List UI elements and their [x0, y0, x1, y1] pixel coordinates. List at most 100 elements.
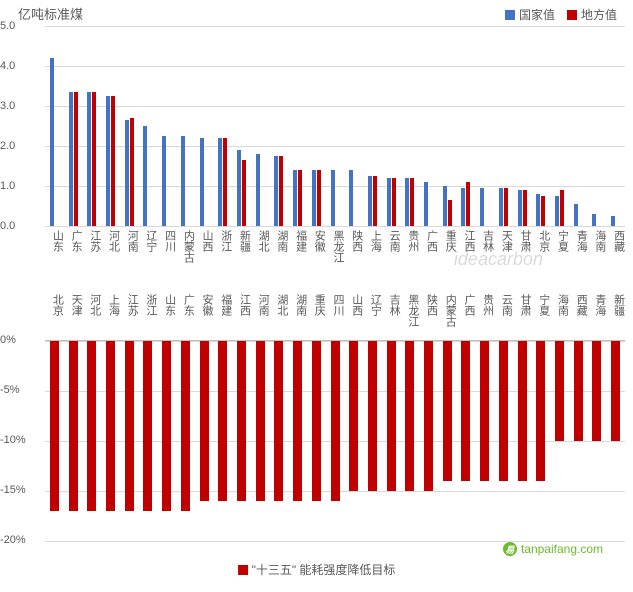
bar-national: [274, 156, 278, 226]
x-category: 辽宁: [367, 294, 383, 316]
chart2-legend: "十三五" 能耗强度降低目标: [238, 561, 396, 578]
chart1-plot: [45, 26, 625, 227]
x-category: 云南: [498, 294, 514, 316]
bar-national: [143, 126, 147, 226]
x-category: 上海: [367, 230, 383, 252]
x-category: 贵州: [405, 230, 421, 252]
bar-local: [466, 182, 470, 226]
x-category: 安徽: [311, 230, 327, 252]
x-category: 西藏: [611, 230, 627, 252]
x-category: 四川: [330, 294, 346, 316]
bar-local: [223, 138, 227, 226]
bar-national: [387, 178, 391, 226]
bar-target: [499, 341, 508, 481]
x-category: 福建: [293, 230, 309, 252]
bar-target: [256, 341, 265, 501]
bar-national: [256, 154, 260, 226]
bar-target: [293, 341, 302, 501]
bar-target: [274, 341, 283, 501]
x-category: 江苏: [87, 230, 103, 252]
x-category: 新疆: [611, 294, 627, 316]
x-category: 天津: [68, 294, 84, 316]
bar-target: [424, 341, 433, 491]
bar-target: [87, 341, 96, 511]
bar-target: [443, 341, 452, 481]
bar-local: [560, 190, 564, 226]
bar-local: [523, 190, 527, 226]
x-category: 贵州: [480, 294, 496, 316]
x-category: 福建: [218, 294, 234, 316]
bar-target: [69, 341, 78, 511]
bottom-chart: 0%-5%-10%-15%-20% 北京天津河北上海江苏浙江山东广东安徽福建江西…: [0, 290, 633, 580]
bar-local: [373, 176, 377, 226]
x-category: 青海: [573, 230, 589, 252]
legend-swatch-national: [505, 10, 515, 20]
legend-label-local: 地方值: [581, 6, 617, 23]
x-category: 广东: [180, 294, 196, 316]
bar-local: [111, 96, 115, 226]
legend-label-national: 国家值: [519, 6, 555, 23]
bar-national: [69, 92, 73, 226]
bar-national: [50, 58, 54, 226]
x-category: 山西: [199, 230, 215, 252]
x-category: 河南: [124, 230, 140, 252]
bar-local: [242, 160, 246, 226]
bar-national: [555, 196, 559, 226]
bar-target: [181, 341, 190, 511]
bar-target: [574, 341, 583, 441]
x-category: 云南: [386, 230, 402, 252]
bar-target: [50, 341, 59, 511]
chart2-plot: [45, 340, 625, 541]
bar-national: [87, 92, 91, 226]
bar-target: [611, 341, 620, 441]
bar-national: [574, 204, 578, 226]
x-category: 辽宁: [143, 230, 159, 252]
x-category: 海南: [555, 294, 571, 316]
bar-target: [237, 341, 246, 501]
bar-local: [74, 92, 78, 226]
bar-target: [349, 341, 358, 491]
x-category: 青海: [592, 294, 608, 316]
x-category: 浙江: [218, 230, 234, 252]
x-category: 黑龙江: [405, 294, 421, 327]
bar-national: [181, 136, 185, 226]
legend-target: "十三五" 能耗强度降低目标: [238, 561, 396, 578]
bar-target: [536, 341, 545, 481]
bar-national: [349, 170, 353, 226]
x-category: 河北: [105, 230, 121, 252]
bar-national: [518, 190, 522, 226]
x-category: 内蒙古: [180, 230, 196, 263]
chart1-legend: 国家值 地方值: [505, 6, 617, 23]
bar-national: [331, 170, 335, 226]
bar-target: [331, 341, 340, 501]
bar-national: [480, 188, 484, 226]
legend-swatch-local: [567, 10, 577, 20]
bar-national: [106, 96, 110, 226]
bar-national: [200, 138, 204, 226]
bar-national: [368, 176, 372, 226]
x-category: 甘肃: [517, 294, 533, 316]
watermark: ideacarbon: [454, 249, 543, 270]
bar-target: [518, 341, 527, 481]
bar-national: [162, 136, 166, 226]
bar-local: [279, 156, 283, 226]
bar-national: [443, 186, 447, 226]
x-category: 北京: [49, 294, 65, 316]
bar-target: [106, 341, 115, 511]
bar-local: [317, 170, 321, 226]
legend-national: 国家值: [505, 6, 555, 23]
x-category: 吉林: [386, 294, 402, 316]
x-category: 上海: [105, 294, 121, 316]
bar-national: [237, 150, 241, 226]
x-category: 浙江: [143, 294, 159, 316]
footer-brand: 易 tanpaifang.com: [503, 542, 603, 556]
bar-national: [125, 120, 129, 226]
bar-target: [480, 341, 489, 481]
bar-national: [461, 188, 465, 226]
x-category: 山西: [349, 294, 365, 316]
legend-swatch-target: [238, 565, 248, 575]
x-category: 重庆: [311, 294, 327, 316]
bar-local: [130, 118, 134, 226]
x-category: 广西: [461, 294, 477, 316]
bar-national: [293, 170, 297, 226]
